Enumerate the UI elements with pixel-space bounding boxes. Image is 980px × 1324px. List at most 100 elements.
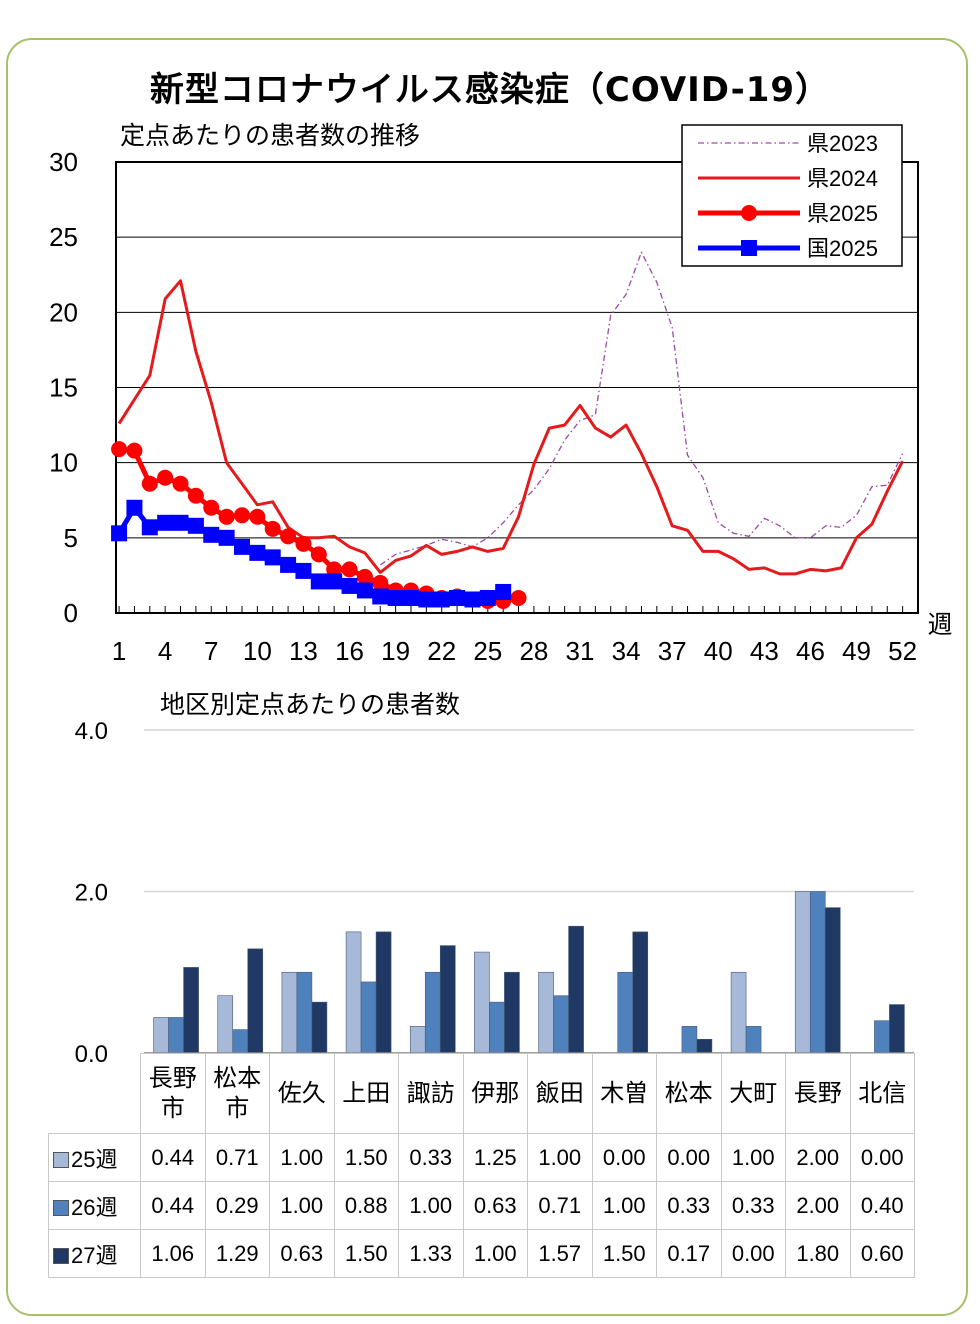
content-frame xyxy=(6,38,968,1316)
legend-swatch xyxy=(53,1151,69,1168)
x-axis-label: 週 xyxy=(927,610,952,639)
table-cell: 1.25 xyxy=(462,1133,528,1182)
table-cell: 1.50 xyxy=(333,1133,399,1182)
series-point xyxy=(387,589,404,606)
series-point xyxy=(187,487,204,504)
table-cell: 1.00 xyxy=(591,1181,657,1230)
x-tick-label: 37 xyxy=(658,636,687,666)
district-header: 諏訪 xyxy=(398,1053,464,1134)
table-cell: 0.60 xyxy=(849,1229,915,1278)
series-point xyxy=(141,519,158,536)
district-name: 諏訪 xyxy=(406,1079,455,1107)
x-tick-label: 52 xyxy=(888,636,917,666)
series-point xyxy=(203,526,220,543)
table-cell: 1.80 xyxy=(785,1229,851,1278)
y-tick-label: 0 xyxy=(64,598,78,628)
series-point xyxy=(310,573,327,590)
table-cell: 1.00 xyxy=(527,1133,593,1182)
data-table: 長野市松本市佐久 上田 諏訪 伊那 飯田 木曽 松本 大町 長野 北信 25週 0.44 0.71 1.0… xyxy=(48,1053,915,1278)
x-tick-label: 49 xyxy=(842,636,871,666)
table-cell: 0.33 xyxy=(656,1181,722,1230)
line-chart: 定点あたりの患者数の推移 0 5 10 15 20 25 30 1 4 7 10 13 16 19 22 25 2… xyxy=(49,121,952,666)
series-name: 25週 xyxy=(71,1146,118,1172)
table-cell: 0.44 xyxy=(140,1181,206,1230)
table-corner xyxy=(48,1053,141,1134)
series-label: 27週 xyxy=(48,1229,141,1278)
y-tick-label: 15 xyxy=(49,373,78,403)
series-label: 25週 xyxy=(48,1133,141,1182)
district-name: 長野 xyxy=(793,1079,842,1107)
district-header: 上田 xyxy=(333,1053,399,1134)
series-point xyxy=(464,591,481,608)
district-header: 長野市 xyxy=(140,1053,206,1134)
district-header: 伊那 xyxy=(462,1053,528,1134)
legend-swatch xyxy=(53,1199,69,1216)
series-point xyxy=(264,549,281,566)
table-cell: 1.29 xyxy=(204,1229,270,1278)
table-cell: 1.00 xyxy=(462,1229,528,1278)
table-cell: 1.33 xyxy=(398,1229,464,1278)
series-point xyxy=(218,508,235,525)
table-cell: 2.00 xyxy=(785,1181,851,1230)
district-header: 佐久 xyxy=(269,1053,335,1134)
series-point xyxy=(295,535,312,552)
district-name-line2: 市 xyxy=(160,1094,185,1122)
table-cell: 1.00 xyxy=(269,1133,335,1182)
series-point xyxy=(372,588,389,605)
table-cell: 1.50 xyxy=(591,1229,657,1278)
series-point xyxy=(233,507,250,524)
table-header-row: 長野市松本市佐久 上田 諏訪 伊那 飯田 木曽 松本 大町 長野 北信 xyxy=(48,1053,915,1134)
x-tick-label: 25 xyxy=(473,636,502,666)
series-point xyxy=(372,574,389,591)
table-cell: 1.06 xyxy=(140,1229,206,1278)
series-point xyxy=(326,573,343,590)
series-point xyxy=(218,529,235,546)
series-point xyxy=(295,562,312,579)
series-point xyxy=(356,568,373,585)
table-cell: 0.71 xyxy=(527,1181,593,1230)
y-tick-label: 30 xyxy=(49,147,78,177)
series-point xyxy=(341,577,358,594)
series-point xyxy=(141,475,158,492)
district-header: 北信 xyxy=(849,1053,915,1134)
legend-marker xyxy=(741,240,757,256)
district-header: 飯田 xyxy=(527,1053,593,1134)
x-tick-label: 16 xyxy=(335,636,364,666)
series-point xyxy=(126,499,143,516)
series-point xyxy=(356,582,373,599)
table-cell: 2.00 xyxy=(785,1133,851,1182)
district-name: 松本 xyxy=(664,1079,713,1107)
district-header: 木曽 xyxy=(591,1053,657,1134)
legend-label: 国2025 xyxy=(807,236,878,261)
series-point xyxy=(203,499,220,516)
x-tick-label: 1 xyxy=(112,636,126,666)
legend-label: 県2025 xyxy=(807,201,878,226)
x-tick-label: 10 xyxy=(243,636,272,666)
series-line-0 xyxy=(379,251,904,566)
series-name: 26週 xyxy=(71,1194,118,1220)
table-cell: 1.00 xyxy=(269,1181,335,1230)
district-header: 松本 xyxy=(656,1053,722,1134)
series-point xyxy=(280,528,297,545)
series-point xyxy=(233,538,250,555)
series-point xyxy=(157,469,174,486)
x-tick-label: 4 xyxy=(158,636,172,666)
table-cell: 0.17 xyxy=(656,1229,722,1278)
y-tick-label: 10 xyxy=(49,448,78,478)
x-tick-label: 22 xyxy=(427,636,456,666)
x-tick-label: 13 xyxy=(289,636,318,666)
series-point xyxy=(126,442,143,459)
series-point xyxy=(172,514,189,531)
table-cell: 0.33 xyxy=(720,1181,786,1230)
series-point xyxy=(111,525,128,542)
series-label: 26週 xyxy=(48,1181,141,1230)
series-point xyxy=(111,441,128,458)
y-tick-label: 25 xyxy=(49,222,78,252)
line-chart-subtitle: 定点あたりの患者数の推移 xyxy=(120,121,420,150)
district-header: 長野 xyxy=(785,1053,851,1134)
table-row: 26週 0.44 0.29 1.00 0.88 1.00 0.63 0.71 1.00 0.33 0… xyxy=(48,1181,915,1230)
series-line-1 xyxy=(117,279,904,576)
legend-box xyxy=(681,124,903,267)
table-cell: 0.00 xyxy=(591,1133,657,1182)
x-tick-label: 40 xyxy=(704,636,733,666)
